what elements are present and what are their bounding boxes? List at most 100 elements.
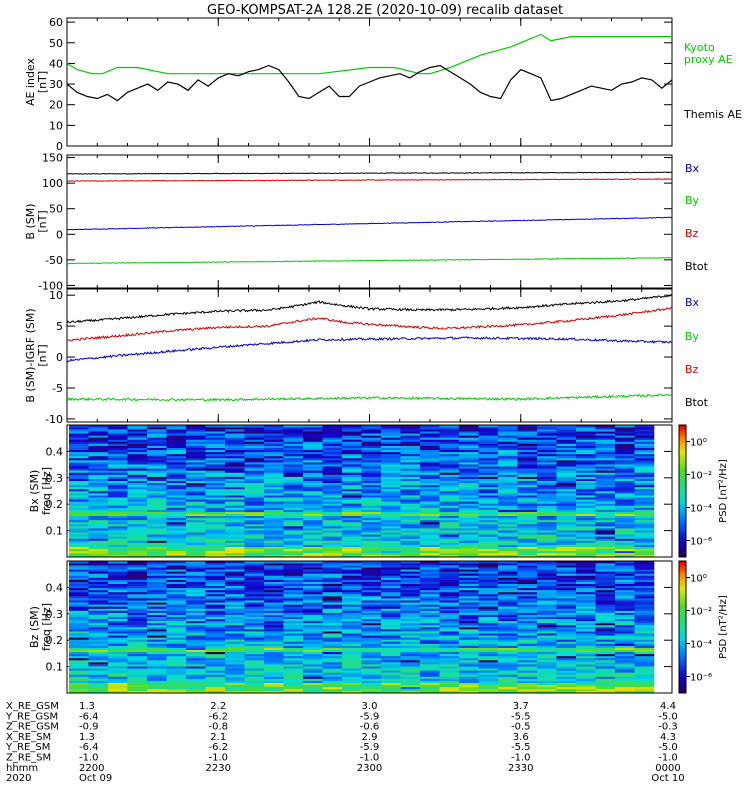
spectrogram-cell xyxy=(517,653,538,657)
spectrogram-cell xyxy=(615,620,635,624)
spectrogram-cell xyxy=(400,517,421,521)
spectrogram-cell xyxy=(595,581,616,584)
spectrogram-cell xyxy=(205,468,226,471)
spectrogram-cell xyxy=(147,686,167,690)
spectrogram-cell xyxy=(88,542,109,545)
spectrogram-cell xyxy=(244,651,265,655)
spectrogram-cell xyxy=(420,466,440,469)
spectrogram-cell xyxy=(147,425,167,428)
spectrogram-cell xyxy=(322,686,343,690)
spectrogram-cell xyxy=(459,587,479,591)
spectrogram-cell xyxy=(264,478,284,481)
spectrogram-cell xyxy=(303,631,323,634)
spectrogram-cell xyxy=(264,445,284,448)
spectrogram-cell xyxy=(459,657,479,661)
spectrogram-cell xyxy=(634,534,655,537)
spectrogram-cell xyxy=(361,676,382,679)
spectrogram-cell xyxy=(322,643,343,646)
spectrogram-cell xyxy=(244,635,265,638)
ephemeris-value: -5.0 xyxy=(658,742,678,753)
spectrogram-cell xyxy=(556,635,577,638)
spectrogram-cell xyxy=(478,674,499,677)
spectrogram-cell xyxy=(634,604,655,607)
spectrogram-cell xyxy=(634,686,655,690)
spectrogram-cell xyxy=(537,633,557,636)
spectrogram-cell xyxy=(283,451,304,455)
spectrogram-cell xyxy=(322,606,343,609)
spectrogram-cell xyxy=(517,447,538,451)
spectrogram-cell xyxy=(283,684,304,688)
spectrogram-cell xyxy=(88,606,109,609)
spectrogram-cell xyxy=(615,655,635,659)
spectrogram-cell xyxy=(576,604,596,607)
spectrogram-cell xyxy=(186,451,206,455)
spectrogram-cell xyxy=(342,536,362,539)
spectrogram-cell xyxy=(205,666,226,669)
spectrogram-cell xyxy=(439,550,460,554)
spectrogram-cell xyxy=(517,550,538,554)
spectrogram-cell xyxy=(166,542,187,545)
spectrogram-cell xyxy=(127,445,148,448)
spectrogram-cell xyxy=(264,563,284,566)
spectrogram-cell xyxy=(225,431,245,434)
spectrogram-cell xyxy=(166,472,187,475)
spectrogram-cell xyxy=(615,455,635,459)
spectrogram-cell xyxy=(478,480,499,484)
spectrogram-cell xyxy=(225,598,245,601)
spectrogram-cell xyxy=(283,519,304,523)
spectrogram-cell xyxy=(615,641,635,644)
spectrogram-cell xyxy=(186,519,206,523)
spectrogram-cell xyxy=(615,649,635,653)
spectrogram-cell xyxy=(225,542,245,545)
spectrogram-cell xyxy=(303,668,323,671)
y-tick-label: -50 xyxy=(45,254,63,267)
spectrogram-cell xyxy=(303,591,323,595)
spectrogram-cell xyxy=(147,435,167,438)
spectrogram-cell xyxy=(225,600,245,603)
spectrogram-cell xyxy=(634,571,655,574)
spectrogram-cell xyxy=(459,594,479,597)
spectrogram-cell xyxy=(186,536,206,539)
spectrogram-cell xyxy=(381,567,401,570)
spectrogram-cell xyxy=(127,447,148,451)
spectrogram-cell xyxy=(595,635,616,638)
spectrogram-cell xyxy=(69,449,89,453)
spectrogram-cell xyxy=(537,641,557,644)
legend-label: Bz xyxy=(685,227,699,240)
spectrogram-cell xyxy=(595,427,616,430)
spectrogram-cell xyxy=(439,503,460,506)
spectrogram-cell xyxy=(186,460,206,463)
spectrogram-cell xyxy=(322,462,343,465)
spectrogram-cell xyxy=(225,579,245,582)
spectrogram-cell xyxy=(420,579,440,582)
spectrogram-cell xyxy=(147,495,167,498)
spectrogram-cell xyxy=(420,616,440,620)
spectrogram-cell xyxy=(478,499,499,502)
spectrogram-cell xyxy=(186,602,206,605)
spectrogram-cell xyxy=(88,519,109,523)
colorbar-cell xyxy=(679,546,686,550)
spectrogram-cell xyxy=(303,528,323,531)
spectrogram-cell xyxy=(537,610,557,613)
spectrogram-cell xyxy=(166,602,187,605)
spectrogram-cell xyxy=(459,552,479,556)
spectrogram-cell xyxy=(108,567,128,570)
spectrogram-cell xyxy=(595,451,616,455)
spectrogram-cell xyxy=(459,676,479,679)
spectrogram-cell xyxy=(517,470,538,473)
spectrogram-cell xyxy=(322,666,343,669)
spectrogram-cell xyxy=(186,507,206,510)
spectrogram-cell xyxy=(108,449,128,453)
spectrogram-cell xyxy=(439,519,460,523)
spectrogram-cell xyxy=(576,488,596,492)
spectrogram-cell xyxy=(283,548,304,552)
colorbar-cell xyxy=(679,608,686,611)
spectrogram-cell xyxy=(225,610,245,613)
spectrogram-cell xyxy=(615,618,635,622)
spectrogram-cell xyxy=(127,637,148,640)
spectrogram-cell xyxy=(322,528,343,531)
spectrogram-cell xyxy=(244,449,265,453)
spectrogram-cell xyxy=(127,534,148,537)
spectrogram-cell xyxy=(147,445,167,448)
spectrogram-cell xyxy=(147,472,167,475)
